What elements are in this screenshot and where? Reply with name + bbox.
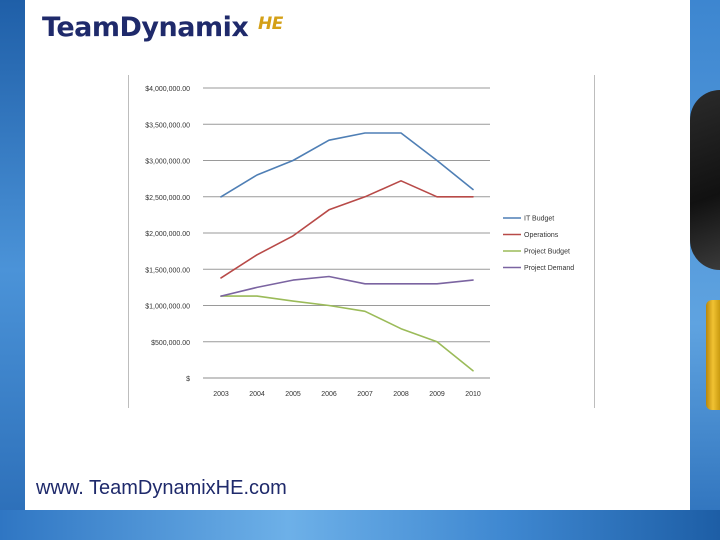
background-sky-left [0,0,25,540]
legend-label: Project Demand [524,265,574,272]
legend-label: Operations [524,232,559,239]
background-sky-bottom [0,510,720,540]
y-tick-label: $4,000,000.00 [145,86,190,93]
logo-dynamix-text: Dynamix [119,12,249,43]
y-tick-label: $2,000,000.00 [145,231,190,238]
series-line-project-demand [220,275,474,297]
y-tick-label: $500,000.00 [151,340,190,347]
y-tick-label: $3,000,000.00 [145,159,190,166]
legend-label: Project Budget [524,249,570,256]
y-tick-label: $ [186,376,190,383]
x-tick-label: 2007 [357,391,373,398]
tassel-image [706,300,720,410]
x-tick-label: 2003 [213,391,229,398]
legend-label: IT Budget [524,216,554,223]
y-tick-label: $3,500,000.00 [145,122,190,129]
x-tick-label: 2004 [249,391,265,398]
logo-team-text: Team [42,12,120,43]
teamdynamix-logo: TeamDynamix HE [42,10,283,46]
series-line-operations [220,180,474,279]
x-tick-label: 2008 [393,391,409,398]
logo-he-text: HE [258,14,283,34]
y-tick-label: $1,500,000.00 [145,267,190,274]
x-tick-label: 2009 [429,391,445,398]
graduation-cap-image [690,90,720,270]
x-tick-label: 2005 [285,391,301,398]
x-tick-label: 2006 [321,391,337,398]
y-tick-label: $2,500,000.00 [145,195,190,202]
chart-frame [128,75,595,408]
x-tick-label: 2010 [465,391,481,398]
slide-panel [25,0,690,510]
y-tick-label: $1,000,000.00 [145,304,190,311]
series-line-it-budget [220,132,474,198]
series-line-project-budget [220,295,474,372]
website-url[interactable]: www. TeamDynamixHE.com [36,477,287,499]
